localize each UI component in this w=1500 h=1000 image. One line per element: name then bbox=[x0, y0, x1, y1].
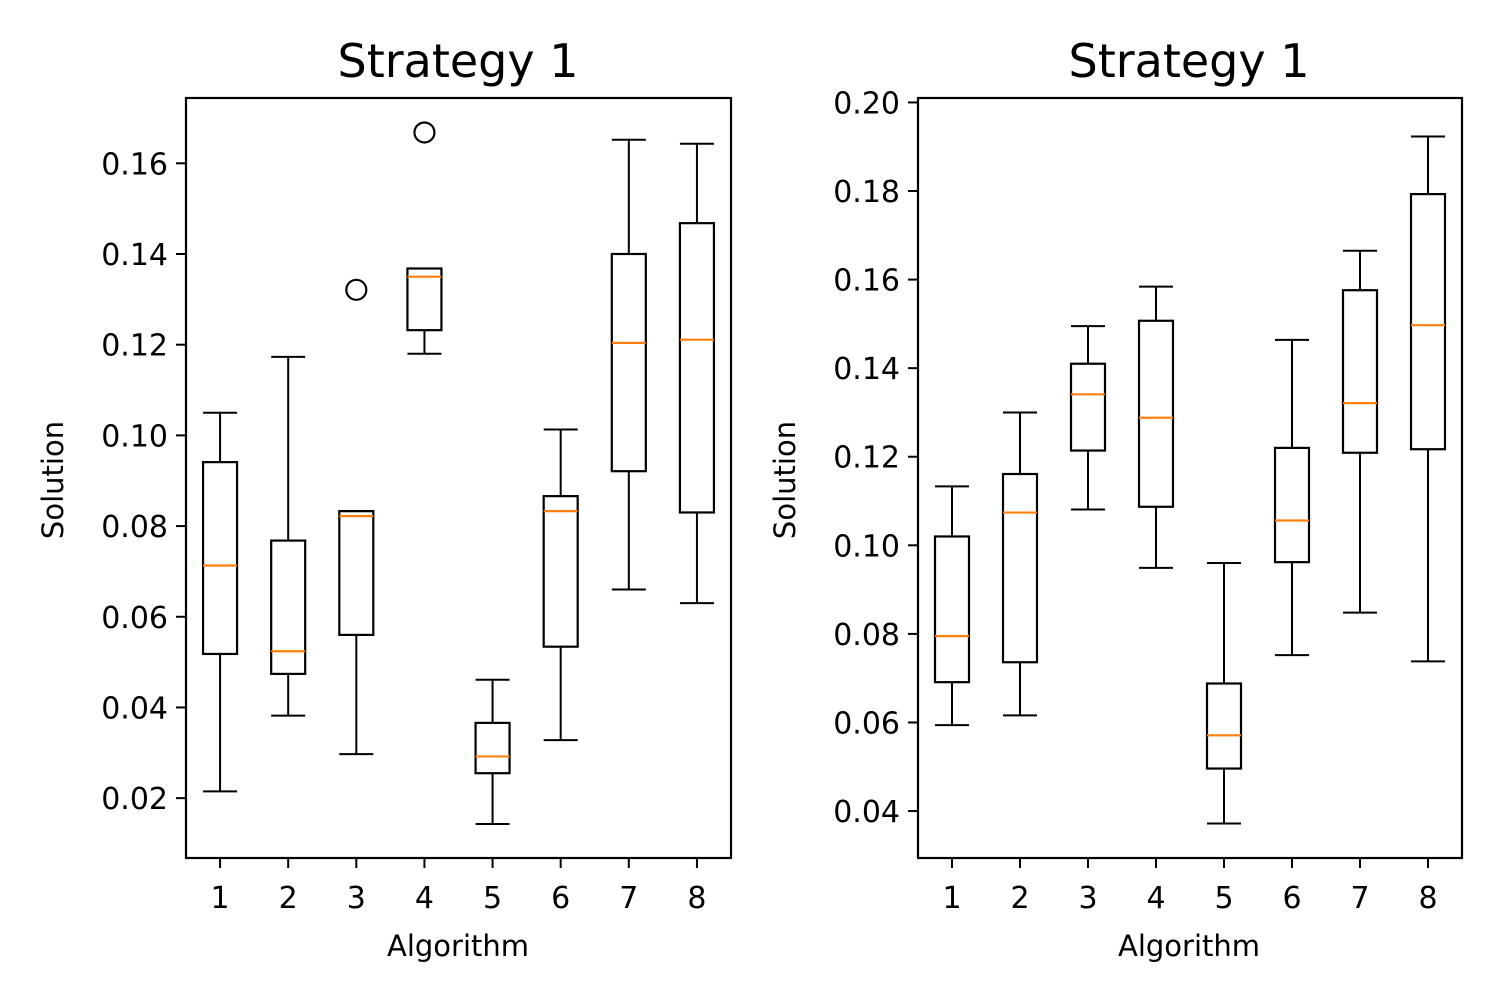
box bbox=[1001, 472, 1039, 664]
chart-title: Strategy 1 bbox=[338, 34, 579, 88]
box bbox=[933, 535, 971, 684]
y-axis-label: Solution bbox=[768, 421, 802, 539]
outlier-point bbox=[413, 121, 436, 144]
x-tick-label: 4 bbox=[1146, 881, 1165, 916]
box bbox=[1409, 193, 1447, 451]
y-tick-label: 0.16 bbox=[833, 264, 900, 299]
box-group bbox=[1001, 411, 1039, 717]
x-tick-label: 5 bbox=[1214, 881, 1233, 916]
box-group bbox=[1409, 135, 1447, 663]
y-tick-label: 0.10 bbox=[833, 529, 900, 564]
plot-marks: 0.04 0.06 0.08 0.10 0.12 0.14 0.16 0.18 0.20 1 2 3 4… bbox=[833, 86, 1447, 916]
y-tick-label: 0.18 bbox=[833, 175, 900, 210]
x-tick-label: 1 bbox=[942, 881, 961, 916]
y-tick-label: 0.04 bbox=[833, 795, 900, 830]
y-tick-label: 0.04 bbox=[101, 691, 168, 726]
x-axis-label: Algorithm bbox=[1118, 929, 1260, 963]
chart-right: Strategy 1 Algorithm Solution 0.040.060.… bbox=[768, 34, 1464, 963]
y-tick-label: 0.20 bbox=[833, 86, 900, 121]
box-group bbox=[1205, 562, 1243, 825]
plot-frame bbox=[184, 96, 733, 860]
y-tick-label: 0.08 bbox=[833, 618, 900, 653]
box bbox=[201, 461, 239, 656]
box bbox=[1137, 319, 1175, 508]
x-tick-label: 2 bbox=[1010, 881, 1029, 916]
box bbox=[338, 510, 375, 636]
box bbox=[270, 539, 307, 675]
y-tick-label: 0.16 bbox=[101, 147, 168, 182]
x-axis-label: Algorithm bbox=[387, 929, 529, 963]
box-group bbox=[1137, 285, 1175, 569]
x-tick-label: 5 bbox=[483, 881, 502, 916]
box-group bbox=[610, 138, 647, 591]
box-group bbox=[201, 411, 239, 793]
box bbox=[1341, 289, 1379, 454]
box-group bbox=[406, 121, 443, 355]
box-group bbox=[474, 678, 511, 825]
chart-title: Strategy 1 bbox=[1069, 34, 1310, 88]
y-tick-label: 0.06 bbox=[101, 601, 168, 636]
plot-marks: 0.02 0.04 0.06 0.08 0.10 0.12 0.14 0.16 1 2 3 4 5 6 7 8 bbox=[101, 121, 716, 916]
x-tick-label: 1 bbox=[211, 881, 230, 916]
y-tick-label: 0.02 bbox=[101, 782, 168, 817]
x-tick-label: 6 bbox=[1282, 881, 1301, 916]
x-tick-label: 3 bbox=[1078, 881, 1097, 916]
x-tick-label: 3 bbox=[347, 881, 366, 916]
x-tick-label: 7 bbox=[1350, 881, 1369, 916]
box bbox=[474, 721, 511, 775]
x-tick-label: 8 bbox=[687, 881, 706, 916]
x-tick-label: 7 bbox=[619, 881, 638, 916]
y-axis-label: Solution bbox=[36, 421, 70, 539]
x-tick-label: 4 bbox=[415, 881, 434, 916]
y-tick-label: 0.06 bbox=[833, 706, 900, 741]
box-group bbox=[1341, 249, 1379, 614]
box bbox=[1205, 682, 1243, 770]
plot-frame bbox=[916, 96, 1464, 860]
box-group bbox=[338, 278, 375, 756]
box bbox=[1069, 362, 1107, 452]
x-tick-label: 2 bbox=[279, 881, 298, 916]
y-tick-label: 0.08 bbox=[101, 510, 168, 545]
chart-left: Strategy 1 Algorithm Solution 0.020.040.… bbox=[36, 34, 733, 963]
box-group bbox=[1273, 338, 1311, 657]
y-tick-label: 0.10 bbox=[101, 419, 168, 454]
box bbox=[678, 222, 716, 514]
box-group bbox=[678, 142, 716, 605]
box-group bbox=[542, 428, 579, 742]
x-tick-label: 8 bbox=[1418, 881, 1437, 916]
y-tick-label: 0.12 bbox=[101, 329, 168, 364]
box bbox=[610, 252, 647, 473]
y-tick-label: 0.12 bbox=[833, 441, 900, 476]
y-tick-label: 0.14 bbox=[833, 352, 900, 387]
y-tick-label: 0.14 bbox=[101, 238, 168, 273]
outlier-point bbox=[345, 278, 368, 301]
box-group bbox=[1069, 325, 1107, 511]
box-group bbox=[933, 485, 971, 727]
x-tick-label: 6 bbox=[551, 881, 570, 916]
box bbox=[406, 267, 443, 332]
box-group bbox=[270, 355, 307, 717]
box bbox=[542, 495, 579, 648]
box bbox=[1273, 446, 1311, 564]
